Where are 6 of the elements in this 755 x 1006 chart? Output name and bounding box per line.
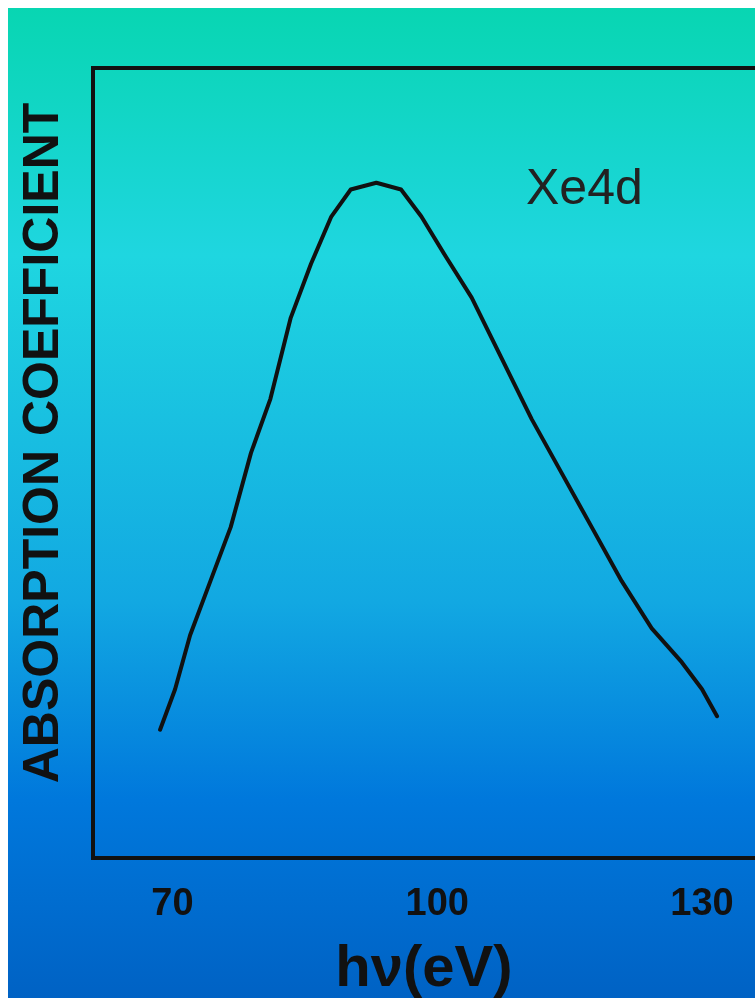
y-axis-title: ABSORPTION COEFFICIENT	[13, 102, 69, 784]
x-axis-title: hν(eV)	[335, 933, 513, 998]
series-label: Xe4d	[526, 158, 643, 216]
x-tick-label: 70	[151, 880, 194, 923]
x-tick-label: 130	[670, 880, 734, 923]
x-tick-label: 100	[405, 880, 469, 923]
